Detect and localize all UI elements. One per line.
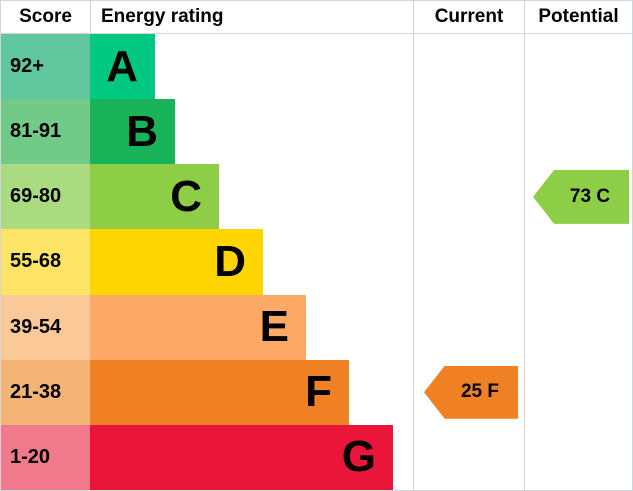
bar-track-c: C [90, 164, 413, 230]
header-score: Score [1, 1, 90, 34]
potential-cell-a [524, 34, 632, 100]
potential-cell-g [524, 424, 632, 490]
bar-track-f: F [90, 359, 413, 425]
potential-cell-c: 73 C [524, 164, 632, 230]
rating-bar-a: A [90, 34, 155, 100]
score-cell-d: 55-68 [1, 229, 90, 295]
potential-cell-d [524, 229, 632, 295]
bar-track-g: G [90, 424, 413, 490]
band-letter-a: A [106, 41, 138, 91]
current-rating-label: 25 F [460, 381, 500, 403]
score-cell-f: 21-38 [1, 359, 90, 425]
rating-bar-g: G [90, 424, 393, 490]
score-cell-e: 39-54 [1, 294, 90, 360]
band-letter-f: F [305, 367, 332, 417]
score-cell-a: 92+ [1, 34, 90, 100]
current-cell-c [413, 164, 524, 230]
current-cell-d [413, 229, 524, 295]
score-range-f: 21-38 [10, 380, 62, 403]
current-rating-arrow: 25 F [424, 365, 518, 419]
band-letter-g: G [341, 432, 376, 482]
potential-rating-arrow: 73 C [533, 169, 629, 224]
rating-bar-d: D [90, 229, 263, 295]
score-range-a: 92+ [10, 55, 44, 78]
score-cell-c: 69-80 [1, 164, 90, 230]
rating-bar-c: C [90, 164, 219, 230]
bar-track-b: B [90, 99, 413, 165]
current-cell-f: 25 F [413, 359, 524, 425]
potential-rating-label: 73 C [569, 185, 611, 207]
header-energy-rating: Energy rating [90, 1, 413, 34]
potential-cell-f [524, 359, 632, 425]
bar-track-e: E [90, 294, 413, 360]
current-cell-b [413, 99, 524, 165]
current-cell-a [413, 34, 524, 100]
potential-cell-e [524, 294, 632, 360]
header-energy-rating-label: Energy rating [101, 6, 224, 27]
rating-bar-b: B [90, 99, 175, 165]
band-letter-e: E [259, 302, 289, 352]
band-letter-c: C [170, 171, 202, 221]
score-range-g: 1-20 [10, 445, 51, 468]
score-range-e: 39-54 [10, 315, 62, 338]
rating-bar-e: E [90, 294, 306, 360]
header-current-label: Current [434, 6, 504, 27]
score-range-b: 81-91 [10, 120, 62, 143]
band-letter-b: B [126, 106, 158, 156]
current-cell-e [413, 294, 524, 360]
rating-bar-f: F [90, 359, 349, 425]
bar-track-d: D [90, 229, 413, 295]
bar-track-a: A [90, 34, 413, 100]
score-cell-g: 1-20 [1, 424, 90, 490]
header-potential: Potential [524, 1, 632, 34]
current-cell-g [413, 424, 524, 490]
score-range-d: 55-68 [10, 250, 62, 273]
header-score-label: Score [19, 6, 72, 27]
potential-cell-b [524, 99, 632, 165]
score-range-c: 69-80 [10, 185, 62, 208]
header-current: Current [413, 1, 524, 34]
header-potential-label: Potential [538, 6, 619, 27]
band-letter-d: D [214, 236, 246, 286]
score-cell-b: 81-91 [1, 99, 90, 165]
